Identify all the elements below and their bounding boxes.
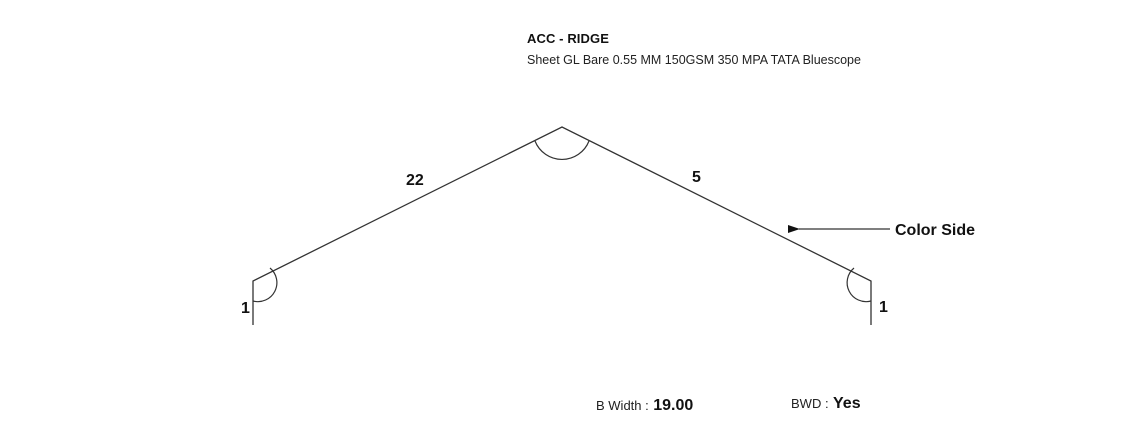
right-bend-angle-arc [846,267,872,303]
bwd-field: BWD : Yes [791,395,861,413]
product-title: ACC - RIDGE [527,31,609,46]
color-side-label: Color Side [895,222,975,239]
material-description: Sheet GL Bare 0.55 MM 150GSM 350 MPA TAT… [527,53,861,67]
left-bend-angle-arc [252,267,278,303]
b-width-field: B Width : 19.00 [596,397,693,415]
left-hem-label: 1 [241,300,250,317]
bwd-value: Yes [833,395,861,412]
b-width-value: 19.00 [653,397,694,414]
ridge-profile-line [252,126,872,325]
right-hem-label: 1 [879,299,888,316]
drawing-header: ACC - RIDGE Sheet GL Bare 0.55 MM 150GSM… [527,31,861,68]
apex-angle-arc [534,140,590,161]
left-slope-label: 22 [406,172,424,189]
right-slope-label: 5 [692,169,701,186]
b-width-label: B Width : [596,398,649,413]
bwd-label: BWD : [791,396,829,411]
